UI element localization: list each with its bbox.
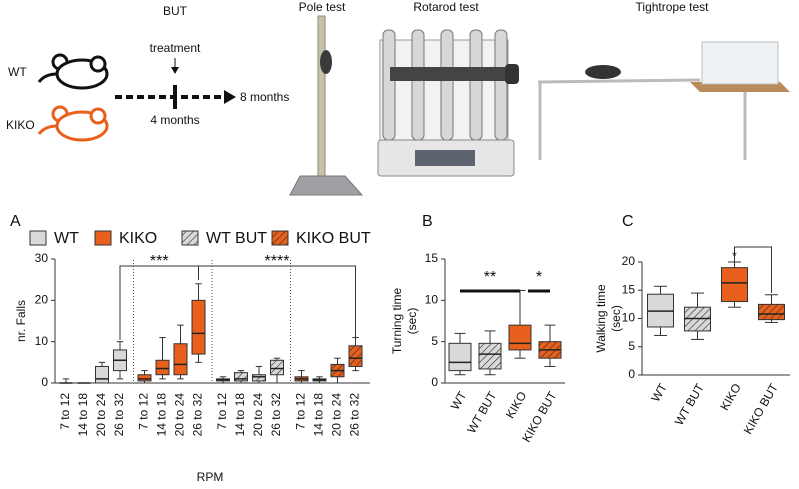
box xyxy=(348,345,363,367)
y-tick-label: 0 xyxy=(628,367,635,381)
age-label: 4 months xyxy=(150,113,199,127)
x-tick-label: 26 to 32 xyxy=(348,393,362,437)
x-tick-label: KIKO xyxy=(503,389,529,421)
legend-swatch xyxy=(181,230,199,246)
x-tick-label: WT xyxy=(448,389,470,413)
mouse-wt xyxy=(37,53,109,90)
x-tick-label: KIKO BUT xyxy=(741,381,781,437)
y-axis-label: (sec) xyxy=(405,308,419,335)
x-tick-label: WT BUT xyxy=(672,381,707,428)
x-tick-label: 20 to 24 xyxy=(94,393,108,437)
charts: A 0 10 20 30 nr. Falls WT 7 to 12 14 to 18 20 to … xyxy=(10,213,790,484)
legend-label: KIKO xyxy=(119,230,157,247)
pole-base xyxy=(289,175,364,196)
y-tick-label: 5 xyxy=(628,339,635,353)
box xyxy=(137,374,152,382)
significance-label: *** xyxy=(150,253,169,270)
y-tick-label: 30 xyxy=(35,251,49,265)
box xyxy=(721,267,748,303)
box xyxy=(758,303,785,321)
legend-label: WT xyxy=(54,230,79,247)
legend-swatch xyxy=(94,230,112,246)
significance-label: **** xyxy=(265,253,290,270)
x-tick-label: 26 to 32 xyxy=(112,393,126,437)
box xyxy=(234,372,248,382)
group-label: KIKO xyxy=(6,118,35,132)
x-tick-label: 7 to 12 xyxy=(137,393,151,430)
x-tick-label: 20 to 24 xyxy=(173,393,187,437)
significance-label: ** xyxy=(484,269,496,286)
x-axis-label: RPM xyxy=(197,470,224,484)
treatment-label: BUT xyxy=(163,4,188,18)
test-label: Rotarod test xyxy=(413,0,479,14)
y-tick-label: 5 xyxy=(431,334,438,348)
y-tick-label: 0 xyxy=(431,375,438,389)
timeline-head xyxy=(224,90,236,104)
panel-label: B xyxy=(422,213,433,230)
box xyxy=(173,343,188,376)
legend-swatch xyxy=(271,230,289,246)
y-axis-label: Turning time xyxy=(390,288,404,355)
y-tick-label: 10 xyxy=(425,293,439,307)
x-tick-label: 26 to 32 xyxy=(269,393,283,437)
significance-label: * xyxy=(536,269,542,286)
test-label: Tightrope test xyxy=(636,0,710,14)
y-tick-label: 20 xyxy=(35,293,49,307)
box xyxy=(155,359,170,376)
pole xyxy=(317,15,326,177)
y-axis-label: nr. Falls xyxy=(14,300,28,342)
test-label: Pole test xyxy=(299,0,346,14)
x-tick-label: 20 to 24 xyxy=(251,393,265,437)
legend-swatch xyxy=(29,230,47,246)
x-tick-label: 14 to 18 xyxy=(155,393,169,437)
box xyxy=(95,365,109,384)
treatment-label: treatment xyxy=(150,41,201,55)
panel-label: A xyxy=(10,213,21,230)
arrow-head xyxy=(171,67,179,74)
age-label: 8 months xyxy=(240,90,289,104)
tightrope xyxy=(537,41,790,160)
box xyxy=(191,299,206,355)
y-axis-label: (sec) xyxy=(609,305,623,332)
x-tick-label: 20 to 24 xyxy=(330,393,344,437)
x-tick-label: 26 to 32 xyxy=(191,393,205,437)
y-tick-label: 0 xyxy=(41,375,48,389)
schematic: WT KIKO BUT treatment 8 months 4 months … xyxy=(6,0,790,196)
y-axis-label: Walking time xyxy=(594,284,608,353)
significance-bracket xyxy=(734,246,772,293)
box xyxy=(448,342,472,372)
box xyxy=(252,374,266,382)
y-tick-label: 15 xyxy=(425,251,439,265)
box xyxy=(270,359,284,376)
x-tick-label: WT BUT xyxy=(464,389,499,436)
mouse-icon xyxy=(320,50,332,74)
x-tick-label: 7 to 12 xyxy=(215,393,229,430)
x-tick-label: 14 to 18 xyxy=(233,393,247,437)
legend-label: KIKO BUT xyxy=(296,230,371,247)
rotarod xyxy=(377,29,519,177)
significance-label: * xyxy=(732,249,737,263)
x-tick-label: WT xyxy=(648,381,670,405)
panel-label: C xyxy=(622,213,634,230)
x-tick-label: 7 to 12 xyxy=(294,393,308,430)
legend-label: WT BUT xyxy=(206,230,267,247)
x-tick-label: 14 to 18 xyxy=(312,393,326,437)
x-tick-label: KIKO xyxy=(717,381,743,413)
box xyxy=(478,342,502,370)
significance-bracket xyxy=(119,265,199,340)
y-tick-label: 10 xyxy=(622,311,636,325)
mouse-kiko xyxy=(37,105,109,142)
x-tick-label: 7 to 12 xyxy=(58,393,72,430)
y-tick-label: 10 xyxy=(35,334,49,348)
y-tick-label: 20 xyxy=(622,254,636,268)
y-tick-label: 15 xyxy=(622,282,636,296)
x-tick-label: 14 to 18 xyxy=(76,393,90,437)
significance-bracket xyxy=(198,265,356,345)
group-label: WT xyxy=(8,65,27,79)
box xyxy=(508,324,532,351)
